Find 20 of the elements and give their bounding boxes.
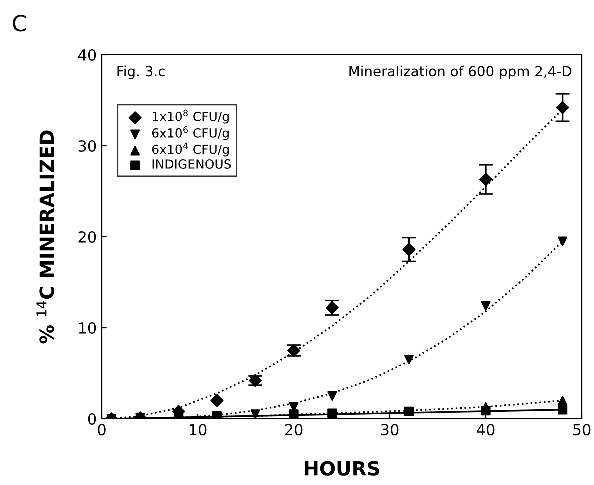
annotation: Fig. 3.c <box>118 66 165 80</box>
x-tick-label: 10 <box>190 424 207 436</box>
x-tick-label: 0 <box>98 424 106 436</box>
legend-label: 6x10$^{4}$ CFU/g <box>152 142 229 157</box>
text: C <box>13 14 26 32</box>
y-axis-title: % $^{14}$C MINERALIZED <box>36 130 54 344</box>
x-axis-title: HOURS <box>305 461 380 476</box>
legend-label: INDIGENOUS <box>152 160 232 169</box>
y-tick-label: 20 <box>78 231 96 244</box>
legend-label: 6x10$^{6}$ CFU/g <box>152 126 229 140</box>
x-tick-label: 50 <box>573 424 591 436</box>
text: Mineralization of 600 ppm 2,4-D <box>350 66 572 80</box>
x-tick-label: 40 <box>477 424 495 436</box>
legend-label: 1x10$^{8}$ CFU/g <box>152 110 229 124</box>
y-tick-label: 0 <box>88 413 96 426</box>
y-tick-label: 40 <box>78 49 96 62</box>
y-tick-label: 10 <box>79 322 96 334</box>
x-tick-label: 20 <box>285 424 303 436</box>
y-tick-label: 30 <box>78 140 96 152</box>
x-tick-label: 30 <box>381 424 399 436</box>
